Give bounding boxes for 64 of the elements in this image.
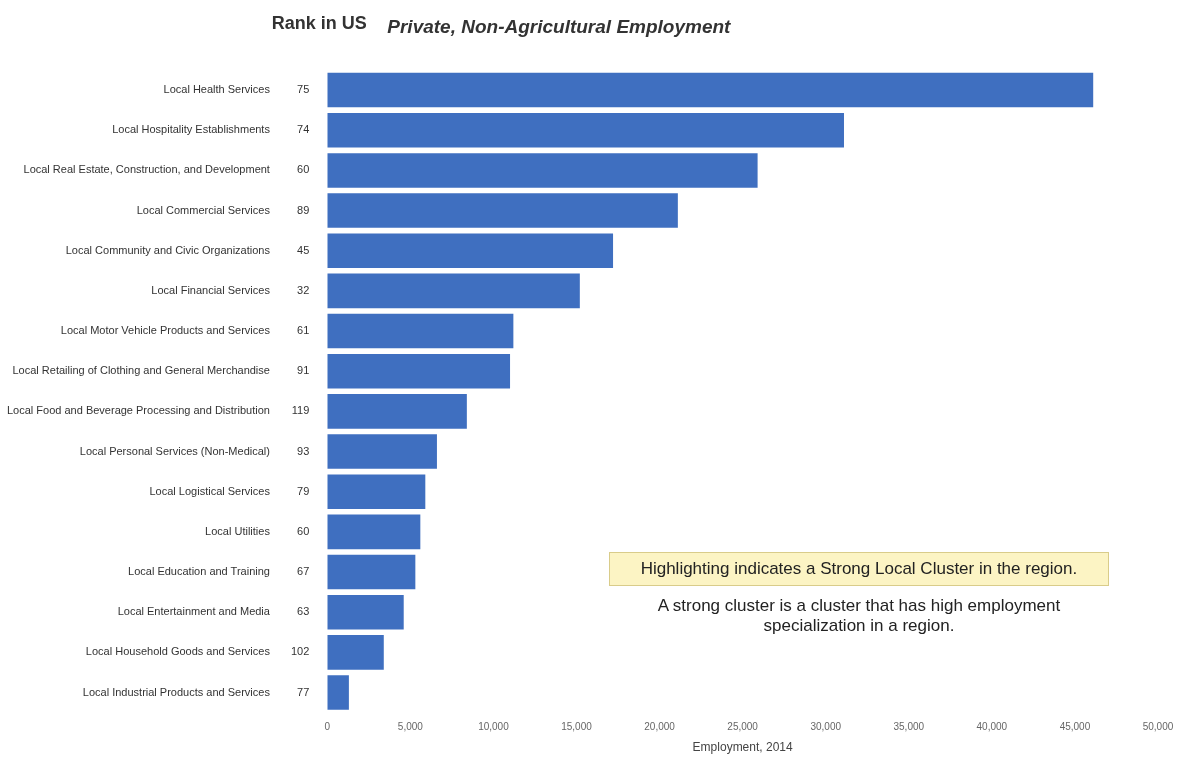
y-tick-label: Local Financial Services	[151, 283, 271, 296]
bar	[327, 635, 384, 670]
y2-tick-label: 67	[297, 565, 310, 578]
y2-tick-label: 89	[297, 203, 310, 216]
y2-tick-label: 63	[297, 605, 310, 618]
y-tick-label: Local Food and Beverage Processing and Distribution	[7, 404, 270, 417]
bar	[327, 474, 426, 509]
bar	[327, 554, 416, 590]
y-tick-label: Local Hospitality Establishments	[112, 123, 271, 136]
bar	[327, 594, 404, 630]
bar	[327, 72, 1094, 108]
y-tick-label: Local Logistical Services	[149, 484, 271, 497]
y-tick-label: Local Commercial Services	[136, 203, 271, 216]
bar	[327, 514, 421, 550]
y2-tick-label: 79	[297, 484, 310, 497]
y-tick-label: Local Health Services	[163, 83, 271, 96]
y-tick-label: Local Motor Vehicle Products and Services	[60, 324, 271, 337]
y-tick-label: Local Industrial Products and Services	[82, 685, 271, 698]
y2-tick-label: 60	[297, 524, 310, 537]
x-tick-label: 25,000	[727, 721, 759, 733]
y-tick-label: Local Household Goods and Services	[85, 645, 271, 658]
y2-tick-label: 60	[297, 163, 310, 176]
y-tick-label: Local Community and Civic Organizations	[65, 243, 271, 256]
bar	[327, 313, 514, 349]
x-tick-label: 50,000	[1142, 721, 1174, 733]
y2-tick-label: 75	[297, 83, 310, 96]
y2-tick-label: 74	[297, 123, 310, 136]
y2-tick-label: 119	[291, 404, 310, 417]
bar	[327, 675, 349, 710]
bar	[327, 112, 844, 148]
y2-tick-label: 61	[297, 324, 310, 337]
x-tick-label: 45,000	[1059, 721, 1091, 733]
y-tick-label: Local Utilities	[205, 524, 271, 537]
bar	[327, 434, 437, 469]
bar	[327, 394, 467, 429]
bar	[327, 153, 758, 188]
x-tick-label: 10,000	[478, 721, 510, 733]
bar	[327, 233, 614, 268]
x-tick-label: 20,000	[644, 721, 676, 733]
y2-axis-title: Rank in US	[271, 12, 367, 33]
x-tick-label: 15,000	[561, 721, 593, 733]
note-box: Highlighting indicates a Strong Local Cluster in the region.	[608, 552, 1109, 587]
annotation: A strong cluster is a cluster that has high employment specialization in a region.	[656, 596, 1062, 637]
y-tick-label: Local Education and Training	[128, 565, 270, 578]
y-tick-label: Local Retailing of Clothing and General Merchandise	[12, 364, 270, 377]
bar	[327, 273, 580, 309]
y2-tick-label: 45	[297, 243, 310, 256]
bar	[327, 353, 511, 389]
x-tick-label: 0	[324, 721, 331, 733]
x-tick-label: 30,000	[810, 721, 842, 733]
y2-tick-label: 102	[290, 645, 310, 658]
x-tick-label: 40,000	[976, 721, 1008, 733]
bar	[327, 193, 678, 228]
y2-tick-label: 93	[297, 444, 310, 457]
y2-tick-label: 32	[297, 283, 310, 296]
y2-tick-label: 77	[297, 685, 310, 698]
y2-tick-label: 91	[297, 364, 310, 377]
x-tick-label: 5,000	[397, 721, 424, 733]
y-tick-label: Local Real Estate, Construction, and Development	[23, 163, 270, 176]
y-tick-label: Local Personal Services (Non-Medical)	[79, 444, 270, 457]
y-tick-label: Local Entertainment and Media	[117, 605, 271, 618]
x-tick-label: 35,000	[893, 721, 925, 733]
chart-title: Private, Non-Agricultural Employment	[387, 16, 732, 38]
x-axis-title: Employment, 2014	[692, 740, 793, 755]
